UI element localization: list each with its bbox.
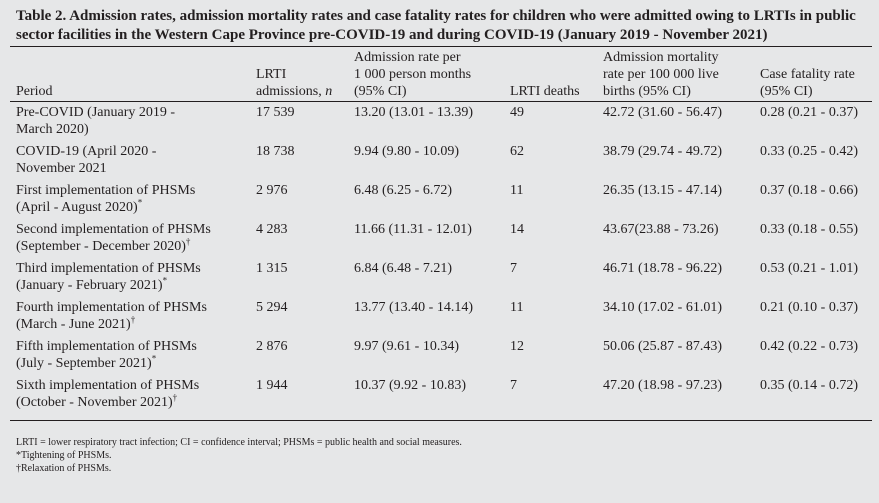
footnote-mark: † [185, 236, 191, 247]
table-cell: 0.33 (0.18 - 0.55) [760, 222, 858, 237]
table-title: sector facilities in the Western Cape Pr… [16, 27, 768, 43]
table-cell: 18 738 [256, 144, 295, 159]
table-cell: 9.94 (9.80 - 10.09) [354, 144, 459, 159]
table-cell: 0.21 (0.10 - 0.37) [760, 300, 858, 315]
table-cell: 38.79 (29.74 - 49.72) [603, 144, 722, 159]
row-period: Third implementation of PHSMs [16, 261, 201, 276]
table-cell: 49 [510, 105, 524, 120]
row-period: (January - February 2021)* [16, 275, 168, 293]
table-cell: 0.35 (0.14 - 0.72) [760, 378, 858, 393]
table-cell: 6.48 (6.25 - 6.72) [354, 183, 452, 198]
table-cell: 62 [510, 144, 524, 159]
footnote: *Tightening of PHSMs. [16, 450, 112, 461]
table-title: Table 2. Admission rates, admission mort… [16, 8, 856, 24]
column-header: (95% CI) [354, 84, 407, 99]
row-period: Pre-COVID (January 2019 - [16, 105, 176, 120]
column-header: LRTI [256, 67, 287, 82]
table-cell: 4 283 [256, 222, 288, 237]
row-period: November 2021 [16, 161, 107, 176]
column-header: LRTI deaths [510, 84, 580, 99]
row-period: COVID-19 (April 2020 - [16, 144, 157, 159]
footnote-mark: * [162, 275, 168, 286]
row-period: Sixth implementation of PHSMs [16, 378, 200, 393]
table-cell: 13.77 (13.40 - 14.14) [354, 300, 473, 315]
column-header: Period [16, 84, 53, 99]
table-cell: 34.10 (17.02 - 61.01) [603, 300, 722, 315]
footnote: LRTI = lower respiratory tract infection… [16, 437, 462, 448]
column-header: admissions, n [256, 84, 333, 99]
table-cell: 46.71 (18.78 - 96.22) [603, 261, 722, 276]
table-cell: 7 [510, 378, 517, 393]
table-cell: 17 539 [256, 105, 295, 120]
row-period: (October - November 2021)† [16, 392, 178, 410]
column-header: (95% CI) [760, 84, 813, 99]
footnote-mark: † [130, 314, 136, 325]
column-header: births (95% CI) [603, 84, 691, 99]
footnote-mark: * [151, 353, 157, 364]
table-cell: 13.20 (13.01 - 13.39) [354, 105, 473, 120]
footnote-mark: * [137, 197, 143, 208]
row-period: Fifth implementation of PHSMs [16, 339, 197, 354]
column-header: rate per 100 000 live [603, 67, 719, 82]
table-cell: 42.72 (31.60 - 56.47) [603, 105, 722, 120]
table-cell: 11.66 (11.31 - 12.01) [354, 222, 472, 237]
row-period: (March - June 2021)† [16, 314, 136, 332]
row-period: Second implementation of PHSMs [16, 222, 211, 237]
footnote: †Relaxation of PHSMs. [16, 463, 112, 474]
row-period: (July - September 2021)* [16, 353, 157, 371]
table-cell: 5 294 [256, 300, 288, 315]
table-cell: 43.67(23.88 - 73.26) [603, 222, 719, 237]
table-cell: 12 [510, 339, 524, 354]
table-cell: 2 976 [256, 183, 288, 198]
row-period: (September - December 2020)† [16, 236, 191, 254]
table-cell: 7 [510, 261, 517, 276]
table-cell: 2 876 [256, 339, 288, 354]
row-period: March 2020) [16, 122, 89, 137]
footnote-mark: † [172, 392, 178, 403]
column-header: 1 000 person months [354, 67, 472, 82]
rule [10, 101, 872, 102]
row-period: First implementation of PHSMs [16, 183, 196, 198]
table-cell: 6.84 (6.48 - 7.21) [354, 261, 452, 276]
table-cell: 0.28 (0.21 - 0.37) [760, 105, 858, 120]
table-cell: 0.33 (0.25 - 0.42) [760, 144, 858, 159]
table-cell: 9.97 (9.61 - 10.34) [354, 339, 459, 354]
table-cell: 50.06 (25.87 - 87.43) [603, 339, 722, 354]
column-header: Admission mortality [603, 50, 719, 65]
table-cell: 1 315 [256, 261, 288, 276]
column-header-italic: n [325, 84, 333, 99]
table-cell: 0.42 (0.22 - 0.73) [760, 339, 858, 354]
table-cell: 0.37 (0.18 - 0.66) [760, 183, 858, 198]
table-cell: 10.37 (9.92 - 10.83) [354, 378, 466, 393]
table-cell: 26.35 (13.15 - 47.14) [603, 183, 722, 198]
row-period: (April - August 2020)* [16, 197, 143, 215]
row-period: Fourth implementation of PHSMs [16, 300, 207, 315]
column-header: Case fatality rate [760, 67, 855, 82]
rule [10, 420, 872, 421]
table-cell: 11 [510, 300, 524, 315]
column-header: Admission rate per [354, 50, 461, 65]
table-cell: 11 [510, 183, 524, 198]
rule [10, 46, 872, 47]
table-cell: 47.20 (18.98 - 97.23) [603, 378, 722, 393]
table-cell: 0.53 (0.21 - 1.01) [760, 261, 858, 276]
table-cell: 14 [510, 222, 524, 237]
table-cell: 1 944 [256, 378, 288, 393]
